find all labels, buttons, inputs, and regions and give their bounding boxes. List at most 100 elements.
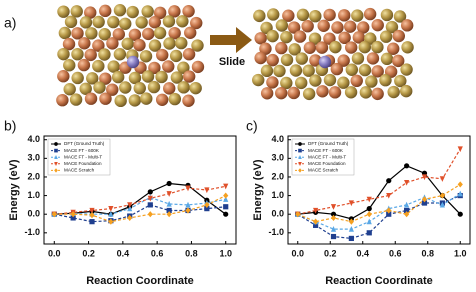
series-line: [54, 182, 227, 215]
atom: [309, 54, 322, 67]
atom: [70, 5, 83, 18]
x-tick-label: 0.8: [421, 248, 434, 258]
atom: [56, 93, 69, 107]
atom: [371, 40, 384, 54]
legend-label: MACE Scratch: [308, 168, 339, 173]
atom: [379, 74, 392, 87]
y-tick-label: 0.0: [271, 209, 284, 219]
atom: [111, 70, 125, 84]
atom: [121, 37, 134, 50]
atom: [177, 81, 190, 94]
legend-label: DFT (Ground Truth): [64, 141, 105, 146]
marker: [108, 206, 114, 212]
atom: [162, 60, 175, 73]
marker: [348, 218, 354, 225]
marker: [366, 206, 372, 212]
x-axis-label: Reaction Coordinate: [325, 275, 433, 287]
marker: [51, 211, 57, 218]
atom: [182, 94, 195, 107]
atom: [295, 76, 308, 90]
atom: [315, 41, 329, 54]
series-line: [54, 195, 226, 223]
atom: [107, 15, 120, 29]
x-tick-label: 0.4: [117, 248, 130, 258]
marker: [70, 215, 76, 221]
atom: [141, 5, 154, 18]
atom: [191, 60, 205, 74]
atom: [337, 54, 350, 67]
marker: [223, 204, 229, 210]
atom: [392, 29, 405, 43]
atom: [288, 43, 301, 56]
marker: [70, 211, 76, 218]
marker: [166, 180, 172, 187]
marker: [147, 189, 153, 195]
atom: [401, 41, 414, 54]
marker: [298, 148, 302, 153]
atom: [79, 16, 93, 29]
atom: [84, 48, 97, 62]
atom: [128, 94, 142, 107]
x-tick-label: 0.0: [291, 248, 304, 258]
atom: [295, 52, 309, 65]
marker: [330, 233, 337, 240]
plot-frame: [43, 135, 237, 245]
marker: [330, 226, 337, 232]
atom: [126, 5, 139, 19]
atom: [287, 86, 301, 100]
atom: [148, 61, 161, 75]
marker: [298, 142, 302, 146]
atom: [156, 48, 169, 62]
atom: [106, 83, 119, 96]
marker: [223, 211, 229, 217]
atom: [352, 31, 366, 44]
atom: [282, 9, 295, 22]
marker: [366, 211, 372, 218]
atom: [62, 37, 76, 51]
marker: [313, 222, 319, 228]
series-line: [297, 148, 461, 215]
atom: [379, 30, 393, 43]
atom: [99, 4, 112, 18]
atom: [289, 64, 303, 77]
atom: [112, 28, 126, 41]
marker: [457, 146, 463, 153]
panel-label: c): [246, 118, 258, 134]
atom: [400, 63, 413, 76]
marker: [108, 218, 114, 225]
marker: [298, 161, 302, 166]
arrow-label: Slide: [219, 56, 245, 68]
atom: [176, 15, 189, 28]
atom: [119, 81, 132, 94]
atom: [142, 27, 155, 41]
legend-label: MACE Foundation: [308, 161, 346, 166]
marker: [457, 211, 463, 217]
atom: [126, 55, 140, 69]
marker: [223, 196, 229, 202]
marker: [457, 181, 463, 188]
marker: [147, 195, 153, 202]
y-tick-label: 1.0: [27, 190, 40, 200]
atom: [351, 52, 365, 65]
marker: [366, 196, 372, 203]
series-line: [297, 165, 461, 220]
marker: [185, 207, 191, 214]
atom: [57, 5, 70, 18]
atom: [133, 82, 146, 95]
atom: [392, 54, 405, 68]
atom: [155, 70, 168, 84]
atom: [266, 53, 279, 67]
atom: [302, 64, 315, 77]
atom: [275, 19, 289, 32]
marker: [54, 155, 58, 160]
atom: [260, 64, 274, 78]
atom: [139, 50, 153, 63]
marker: [313, 207, 319, 214]
atom: [169, 49, 183, 63]
marker: [330, 211, 337, 217]
atom: [400, 84, 413, 98]
marker: [386, 178, 392, 184]
atom: [296, 8, 310, 22]
atom: [168, 5, 181, 18]
atom: [387, 42, 400, 55]
